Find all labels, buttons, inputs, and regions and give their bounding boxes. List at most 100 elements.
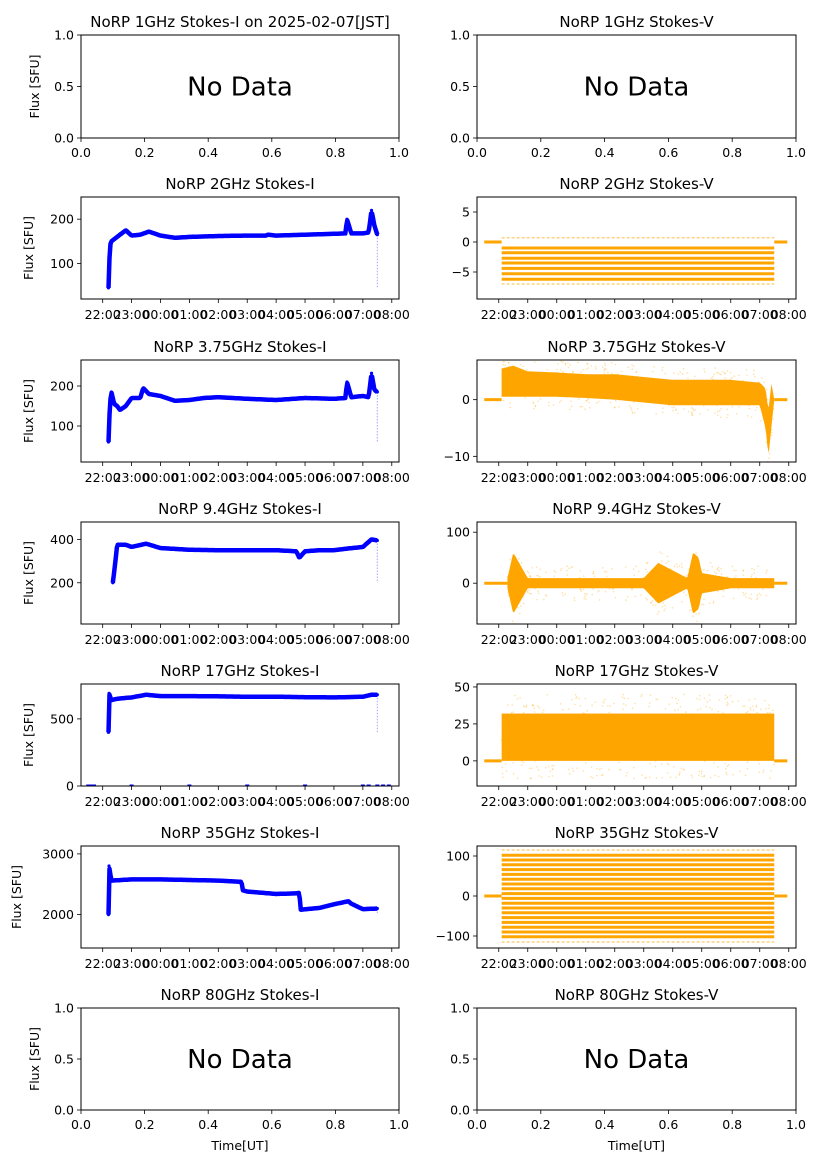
data-point [375,693,379,697]
scatter-point [604,364,607,367]
scatter-point [605,736,608,739]
scatter-point [582,712,584,714]
scatter-point [650,750,652,752]
scatter-point [548,713,550,716]
data-point [346,546,351,551]
scatter-point [766,712,769,714]
scatter-point [522,761,525,764]
scatter-point [574,725,577,728]
y-tick-label: 1.0 [54,1001,74,1016]
zero-marker [92,784,97,786]
scatter-point [525,706,528,708]
data-point [108,244,112,248]
scatter-point [502,360,505,363]
zero-marker [129,784,134,786]
scatter-point [527,591,529,594]
scatter-point [654,604,657,606]
scatter-point [567,366,570,369]
scatter-point [578,698,580,700]
scatter-point [518,719,521,721]
scatter-point [764,699,766,702]
data-point [369,371,374,375]
scatter-point [671,696,673,699]
scatter-point [586,709,589,712]
scatter-point [725,741,728,743]
scatter-point [634,702,636,705]
x-tick-label: 08:00 [374,794,410,809]
x-tick-label: 02:00 [200,632,236,647]
scatter-point [713,738,715,741]
data-layer [484,360,788,462]
scatter-point [568,772,571,775]
scatter-point [742,591,744,594]
scatter-point [531,721,534,724]
scatter-point [603,702,605,704]
scatter-point [708,748,710,750]
scatter-point [690,406,693,409]
scatter-point [653,366,656,368]
scatter-point [579,719,581,721]
scatter-point [748,699,751,701]
scatter-point [726,370,729,372]
scatter-point [565,723,568,726]
data-point [361,545,365,549]
scatter-point [762,769,765,771]
scatter-point [610,729,613,731]
scatter-point [754,698,757,700]
scatter-point [541,717,544,719]
scatter-point [584,713,587,715]
scatter-point [690,774,693,777]
scatter-point [552,737,555,739]
scatter-point [731,405,734,408]
x-tick-label: 23:00 [114,794,150,809]
data-point [245,397,249,401]
scatter-point [560,360,563,363]
scatter-point [698,746,701,748]
y-axis-label: Flux [SFU] [27,1027,42,1091]
scatter-point [646,598,649,601]
data-point [158,694,163,698]
scatter-point [530,592,532,595]
scatter-point [719,416,722,419]
scatter-point [714,367,716,369]
scatter-point [618,729,621,732]
scatter-point [699,729,702,731]
scatter-point [507,594,510,597]
subplot-1ghz-v: NoRP 1GHz Stokes-V 0.0 0.5 1.0 0.0 0.2 0.4 0.6 0… [450,13,806,160]
x-tick-label: 22:00 [481,307,517,322]
scatter-point [691,776,694,778]
scatter-point [685,733,687,735]
scatter-point [525,704,528,707]
scatter-point [705,705,707,708]
x-tick-label: 03:00 [626,470,662,485]
scatter-point [542,725,545,728]
scatter-point [728,737,730,740]
scatter-point [729,695,732,697]
scatter-point [529,592,531,595]
scatter-point [675,409,677,412]
data-point [109,390,113,394]
scatter-point [502,399,505,402]
scatter-point [731,719,734,722]
subplot-94ghz-i: NoRP 9.4GHz Stokes-I 200 400 22:0023:0000:0… [21,500,410,647]
scatter-point [579,576,581,579]
scatter-point [748,712,750,715]
scatter-point [513,714,515,717]
scatter-point [504,763,507,765]
scatter-point [629,404,631,407]
scatter-point [651,721,654,724]
y-tick-label: 1.0 [450,28,470,43]
scatter-point [590,775,592,778]
scatter-point [675,776,677,779]
x-tick-label: 03:00 [229,470,265,485]
scatter-point [544,766,547,769]
data-point [303,695,307,699]
scatter-point [654,765,657,768]
scatter-point [523,734,526,737]
x-tick-label: 07:00 [345,794,381,809]
chart-title: NoRP 3.75GHz Stokes-V [547,338,726,356]
scatter-point [537,590,539,592]
data-point [216,395,220,399]
x-tick-label: 02:00 [200,956,236,971]
scatter-point [681,601,683,603]
